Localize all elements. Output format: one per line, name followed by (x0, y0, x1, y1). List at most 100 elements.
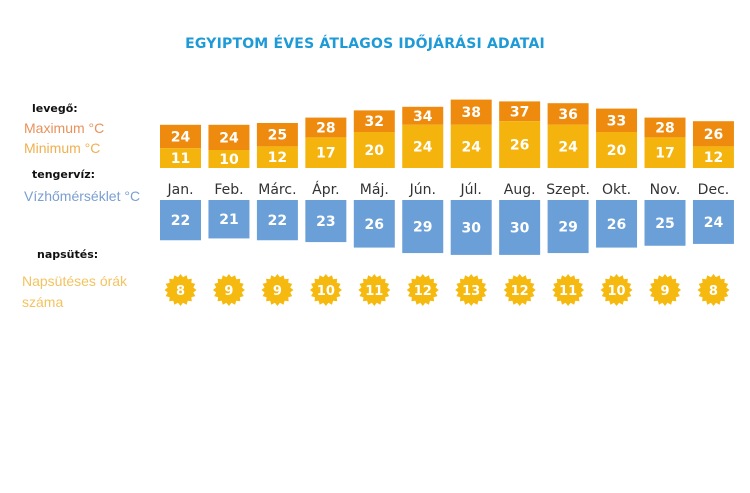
water-value-label: 22 (268, 213, 287, 229)
water-value-label: 22 (171, 213, 190, 229)
sun-icon (261, 274, 294, 306)
water-value-label: 30 (510, 220, 530, 236)
sea-heading: tengervíz: (32, 168, 96, 181)
sun-icon (164, 274, 197, 306)
sun-hours-label: 12 (511, 284, 529, 299)
water-bar (402, 200, 444, 254)
max-bar (499, 101, 541, 122)
water-value-label: 29 (413, 220, 432, 236)
max-value-label: 24 (171, 130, 191, 146)
sun-icon (358, 274, 391, 306)
sun-heading: napsütés: (37, 248, 99, 261)
max-bar (596, 108, 638, 132)
min-label: Minimum °C (24, 140, 101, 156)
chart-title: EGYIPTOM ÉVES ÁTLAGOS IDŐJÁRÁSI ADATAI (185, 36, 545, 52)
water-bar (160, 200, 201, 241)
water-value-label: 21 (219, 212, 238, 228)
max-value-label: 25 (268, 128, 287, 144)
water-bar (499, 200, 541, 255)
water-value-label: 23 (316, 214, 335, 230)
month-label: Jan. (166, 182, 193, 198)
min-value-label: 24 (558, 139, 578, 155)
max-value-label: 36 (558, 107, 577, 123)
min-bar (208, 150, 250, 168)
month-label: Aug. (504, 182, 536, 198)
sun-hours-label: 8 (176, 284, 185, 299)
water-bar (692, 200, 734, 244)
sun-icon (503, 274, 536, 306)
min-value-label: 20 (365, 143, 385, 159)
sun-hours-label: 13 (462, 284, 480, 299)
min-value-label: 17 (655, 146, 674, 162)
max-bar (692, 121, 734, 147)
month-label: Nov. (650, 182, 681, 198)
min-bar (596, 132, 638, 168)
min-value-label: 20 (607, 143, 627, 159)
max-value-label: 28 (655, 121, 674, 137)
min-value-label: 26 (510, 138, 529, 154)
max-bar (256, 123, 298, 147)
max-bar (547, 103, 589, 125)
month-label: Máj. (360, 182, 389, 198)
min-value-label: 12 (704, 150, 723, 166)
water-bar (256, 200, 298, 241)
sun-label-2: száma (22, 294, 64, 310)
water-label: Vízhőmérséklet °C (24, 188, 141, 204)
max-value-label: 38 (461, 105, 480, 121)
sun-icon (649, 274, 681, 306)
water-bar (547, 200, 589, 254)
sun-icon (455, 274, 488, 306)
sun-hours-label: 9 (660, 284, 669, 299)
max-bar (450, 99, 492, 125)
min-value-label: 17 (316, 146, 335, 162)
min-bar (353, 132, 395, 168)
sun-hours-label: 11 (365, 284, 383, 299)
water-value-label: 24 (704, 215, 724, 231)
month-label: Ápr. (312, 181, 339, 198)
min-value-label: 24 (413, 139, 433, 155)
sun-icon (552, 274, 585, 306)
month-label: Júl. (460, 182, 482, 198)
water-value-label: 26 (607, 217, 626, 233)
water-bar (353, 200, 395, 248)
min-bar (402, 124, 444, 168)
min-bar (305, 137, 347, 168)
min-bar (499, 121, 541, 168)
sun-hours-label: 9 (224, 284, 233, 299)
sun-icon (697, 274, 730, 306)
max-bar (353, 110, 395, 132)
sun-icon (600, 274, 633, 306)
water-bar (450, 200, 492, 255)
max-value-label: 28 (316, 121, 335, 137)
max-bar (402, 106, 444, 125)
max-label: Maximum °C (24, 120, 105, 136)
month-label: Jún. (409, 182, 436, 198)
min-bar (547, 124, 589, 168)
min-value-label: 11 (171, 151, 190, 167)
water-value-label: 30 (461, 220, 481, 236)
air-heading: levegő: (32, 102, 78, 115)
min-value-label: 12 (268, 150, 287, 166)
sun-icon (309, 274, 342, 306)
water-value-label: 25 (655, 216, 674, 232)
max-value-label: 34 (413, 109, 433, 125)
sun-hours-label: 10 (608, 284, 626, 299)
min-bar (692, 146, 734, 168)
sun-hours-label: 10 (317, 284, 335, 299)
sun-hours-label: 9 (273, 284, 282, 299)
max-bar (160, 124, 201, 149)
month-label: Márc. (258, 182, 296, 198)
min-bar (450, 124, 492, 168)
max-value-label: 37 (510, 104, 529, 120)
month-label: Okt. (602, 182, 631, 198)
min-bar (160, 148, 201, 168)
max-bar (644, 117, 686, 138)
min-value-label: 10 (219, 152, 239, 168)
sun-label-1: Napsütéses órák (22, 273, 128, 289)
water-bar (596, 200, 638, 248)
max-value-label: 32 (365, 114, 384, 130)
month-label: Szept. (546, 182, 590, 198)
sun-hours-label: 12 (414, 284, 432, 299)
water-bar (208, 200, 250, 239)
